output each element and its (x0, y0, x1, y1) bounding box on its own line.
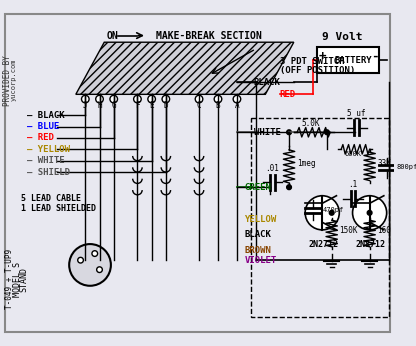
Circle shape (69, 244, 111, 286)
Circle shape (96, 95, 103, 103)
Text: GREEN: GREEN (245, 183, 271, 192)
Text: 1 LEAD SHIELDED: 1 LEAD SHIELDED (21, 203, 96, 212)
Text: +: + (318, 50, 326, 63)
Circle shape (287, 185, 292, 190)
Text: 600K: 600K (344, 151, 361, 157)
Text: RED: RED (280, 90, 296, 99)
Text: 5.0K: 5.0K (301, 119, 319, 128)
Text: D: D (163, 101, 168, 110)
Circle shape (78, 257, 83, 263)
Text: 160: 160 (377, 226, 391, 235)
Circle shape (97, 267, 102, 273)
Text: BLACK: BLACK (245, 230, 271, 239)
Text: B: B (215, 101, 220, 110)
Circle shape (110, 95, 117, 103)
Text: 33K: 33K (377, 159, 391, 168)
Text: 5 LEAD CABLE: 5 LEAD CABLE (21, 194, 81, 203)
Text: MAKE-BREAK SECTION: MAKE-BREAK SECTION (156, 30, 262, 40)
Text: — BLACK: — BLACK (27, 111, 64, 120)
Circle shape (92, 251, 98, 256)
Text: G: G (111, 101, 116, 110)
Text: 2N2712: 2N2712 (308, 239, 338, 248)
Text: 5 uf: 5 uf (347, 109, 366, 118)
Text: VIOLET: VIOLET (245, 256, 277, 265)
Text: PROVIDED BY: PROVIDED BY (3, 55, 12, 106)
Text: BLACK: BLACK (254, 78, 281, 86)
Circle shape (214, 95, 222, 103)
Text: — BLUE: — BLUE (27, 122, 59, 131)
Text: BROWN: BROWN (245, 246, 271, 255)
Text: E: E (149, 101, 154, 110)
Text: 3 PDT SWITCH: 3 PDT SWITCH (280, 57, 344, 66)
Circle shape (134, 95, 141, 103)
Text: YELLOW: YELLOW (245, 215, 277, 224)
Circle shape (233, 95, 241, 103)
Text: — SHIELD: — SHIELD (27, 167, 69, 176)
Bar (317, 47, 379, 73)
Text: — WHITE: — WHITE (27, 156, 64, 165)
Text: J: J (83, 101, 88, 110)
Circle shape (329, 210, 334, 215)
Text: BATTERY: BATTERY (334, 56, 372, 65)
Text: 800pf: 800pf (396, 164, 416, 170)
Circle shape (352, 196, 386, 230)
Circle shape (148, 95, 156, 103)
Text: C: C (197, 101, 201, 110)
Text: — RED: — RED (27, 134, 53, 143)
Circle shape (324, 130, 329, 135)
Text: -: - (371, 50, 379, 63)
Circle shape (162, 95, 170, 103)
Circle shape (287, 130, 292, 135)
Text: H: H (97, 101, 102, 110)
Circle shape (82, 95, 89, 103)
Text: WHITE: WHITE (254, 128, 281, 137)
Text: .01: .01 (265, 164, 279, 173)
Text: MODEL S: MODEL S (12, 262, 22, 297)
Text: A: A (235, 101, 239, 110)
Text: (OFF POSITION): (OFF POSITION) (280, 66, 355, 75)
Text: yucorp.com: yucorp.com (10, 59, 16, 101)
Text: 2N8712: 2N8712 (355, 239, 385, 248)
Bar (251, 118, 389, 317)
Text: 1meg: 1meg (297, 158, 315, 167)
Text: 470pf: 470pf (322, 207, 344, 213)
Text: ON: ON (106, 30, 118, 40)
Text: STAND: STAND (19, 267, 28, 292)
Circle shape (195, 95, 203, 103)
Text: T-049 + T-UP9: T-049 + T-UP9 (5, 249, 14, 309)
Text: 9 Volt: 9 Volt (322, 33, 363, 43)
Circle shape (367, 210, 372, 215)
Text: — YELLOW: — YELLOW (27, 145, 69, 154)
Text: .1: .1 (348, 180, 357, 189)
Polygon shape (76, 42, 294, 94)
Text: F: F (135, 101, 140, 110)
Circle shape (305, 196, 339, 230)
Text: 150K: 150K (339, 226, 358, 235)
